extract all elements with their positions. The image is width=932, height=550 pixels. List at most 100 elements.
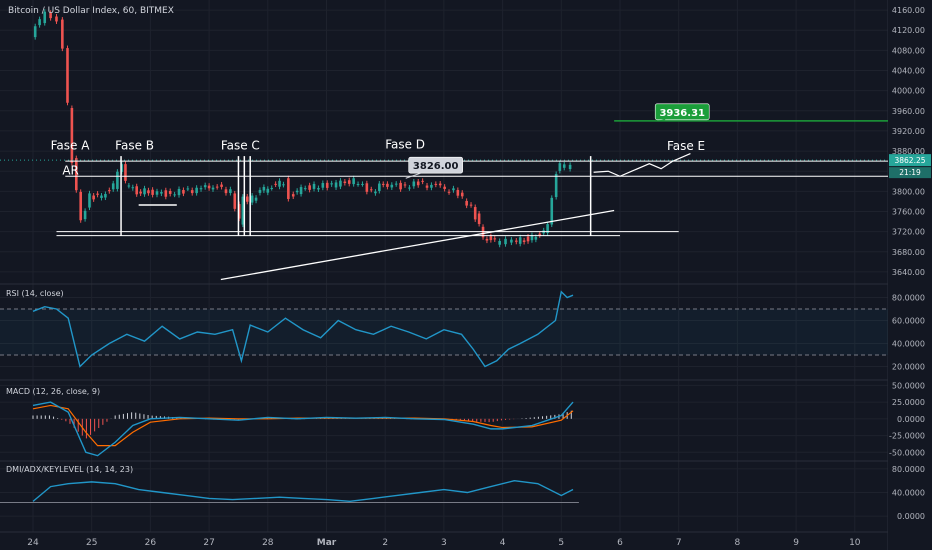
price-axis[interactable]: 4160.00 4120.00 4080.00 4040.00 4000.00 3960.…: [888, 0, 932, 550]
y-tick-label: 80.0000: [892, 465, 925, 474]
rsi-pane[interactable]: RSI (14, close): [0, 289, 888, 368]
phase-label: Fase A: [51, 139, 91, 153]
candle-body: [447, 191, 451, 193]
candle-body: [510, 239, 513, 243]
candle-body: [127, 185, 131, 187]
candle-body: [215, 186, 219, 188]
y-tick-label: 0.0000: [897, 512, 925, 521]
candle-body: [365, 183, 369, 192]
candle-body: [224, 189, 228, 194]
x-tick-label: 8: [735, 538, 741, 548]
candle-body: [317, 188, 320, 190]
y-tick-label: 40.0000: [892, 340, 925, 349]
candle-body: [465, 200, 468, 206]
x-tick-label: 2: [382, 538, 388, 548]
candle-body: [254, 197, 258, 201]
candle-body: [262, 186, 266, 191]
x-tick-label: Mar: [317, 538, 337, 548]
candle-body: [538, 233, 542, 236]
candle-body: [173, 194, 176, 196]
candle-body: [70, 108, 74, 163]
candle-body: [203, 185, 207, 188]
rsi-line: [32, 290, 574, 368]
candle-body: [190, 190, 194, 194]
x-tick-label: 25: [86, 538, 97, 548]
candle-body: [250, 195, 254, 203]
y-tick-label: 50.0000: [892, 381, 925, 390]
candle-body: [489, 236, 493, 241]
candle-body: [493, 238, 497, 240]
candle-body: [469, 204, 473, 206]
candle-body: [186, 188, 190, 190]
macd-title: MACD (12, 26, close, 9): [6, 387, 100, 396]
ar-label: AR: [62, 164, 79, 178]
candle-body: [66, 48, 69, 103]
candle-body: [369, 189, 373, 191]
y-tick-label: 20.0000: [892, 363, 925, 372]
candle-body: [381, 183, 385, 185]
candle-body: [498, 240, 501, 245]
candle-body: [554, 174, 558, 198]
y-tick-label: 4000.00: [892, 87, 925, 96]
candle-body: [88, 193, 91, 208]
candle-body: [96, 193, 99, 195]
candle-body: [160, 192, 163, 194]
candle-body: [394, 183, 398, 185]
macd-pane[interactable]: MACD (12, 26, close, 9): [6, 387, 574, 457]
x-tick-label: 10: [849, 538, 861, 548]
x-tick-label: 6: [617, 538, 623, 548]
candle-body: [49, 12, 52, 19]
candle-body: [408, 187, 411, 189]
candle-body: [558, 163, 562, 171]
rsi-band-fill: [0, 309, 888, 355]
candle-body: [504, 238, 507, 245]
candle-body: [79, 191, 82, 221]
candle-body: [55, 16, 58, 22]
phase-label: Fase E: [667, 139, 705, 153]
candle-body: [339, 180, 342, 187]
candle-body: [526, 236, 530, 242]
candle-body: [356, 184, 360, 186]
candle-body: [514, 240, 518, 242]
candle-body: [378, 183, 381, 191]
y-tick-label: 25.0000: [892, 398, 925, 407]
candle-body: [568, 164, 572, 170]
y-tick-label: 80.0000: [892, 294, 925, 303]
countdown-label: 21:19: [899, 168, 921, 177]
last-price-badge: [889, 154, 931, 167]
y-tick-label: 3640.00: [892, 268, 925, 277]
candle-body: [312, 183, 316, 189]
candle-body: [211, 187, 215, 190]
candle-body: [518, 237, 522, 244]
candle-body: [278, 180, 281, 187]
price-callout[interactable]: [408, 156, 463, 174]
candle-body: [83, 210, 87, 220]
last-price-label: 3862.25: [894, 156, 925, 165]
y-tick-label: -25.0000: [889, 432, 925, 441]
dmi-pane[interactable]: DMI/ADX/KEYLEVEL (14, 14, 23): [0, 465, 579, 504]
x-tick-label: 24: [27, 538, 39, 548]
candle-body: [135, 186, 139, 195]
target-price-callout[interactable]: [654, 103, 710, 121]
candle-body: [164, 190, 168, 197]
candle-body: [425, 185, 429, 188]
time-axis[interactable]: 24 25 26 27 28 Mar 2 3 4 5 6 7 8 9 10: [27, 538, 861, 548]
candle-body: [546, 224, 549, 233]
grid-lines: [0, 0, 888, 532]
candle-body: [177, 188, 181, 196]
candle-body: [182, 189, 185, 194]
candle-body: [421, 180, 424, 182]
phase-label: Fase C: [221, 139, 260, 153]
price-pane[interactable]: Fase A Fase B Fase C Fase D Fase E AR 3936.31 3…: [0, 9, 888, 281]
dmi-line: [32, 479, 574, 503]
target-price-label: 3936.31: [659, 108, 705, 119]
candle-body: [241, 196, 245, 225]
candle-body: [104, 194, 107, 198]
candle-body: [116, 171, 119, 189]
candle-body: [399, 182, 402, 190]
candle-body: [131, 187, 135, 189]
candle-body: [438, 183, 442, 186]
candle-body: [343, 181, 347, 184]
